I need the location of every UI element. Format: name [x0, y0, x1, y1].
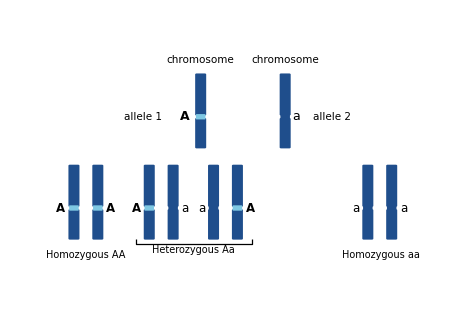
- FancyBboxPatch shape: [168, 209, 179, 240]
- FancyBboxPatch shape: [209, 205, 219, 211]
- FancyBboxPatch shape: [195, 73, 206, 116]
- Text: a: a: [292, 110, 300, 123]
- Text: Homozygous aa: Homozygous aa: [342, 250, 419, 260]
- FancyBboxPatch shape: [232, 165, 243, 207]
- FancyBboxPatch shape: [281, 114, 290, 119]
- FancyBboxPatch shape: [232, 209, 243, 240]
- FancyBboxPatch shape: [69, 205, 79, 211]
- FancyBboxPatch shape: [208, 209, 219, 240]
- FancyBboxPatch shape: [387, 205, 396, 211]
- FancyBboxPatch shape: [92, 165, 103, 207]
- Text: a: a: [198, 202, 205, 215]
- FancyBboxPatch shape: [92, 209, 103, 240]
- FancyBboxPatch shape: [144, 165, 155, 207]
- Text: a: a: [400, 202, 407, 215]
- FancyBboxPatch shape: [363, 205, 373, 211]
- Text: A: A: [132, 202, 141, 215]
- FancyBboxPatch shape: [195, 118, 206, 149]
- FancyBboxPatch shape: [145, 205, 154, 211]
- FancyBboxPatch shape: [280, 73, 291, 116]
- Text: Heterozygous Aa: Heterozygous Aa: [152, 246, 235, 255]
- Text: A: A: [246, 202, 255, 215]
- FancyBboxPatch shape: [386, 209, 397, 240]
- FancyBboxPatch shape: [386, 165, 397, 207]
- FancyBboxPatch shape: [280, 118, 291, 149]
- Text: chromosome: chromosome: [167, 55, 235, 65]
- Text: A: A: [56, 202, 65, 215]
- Text: allele 2: allele 2: [313, 112, 351, 122]
- FancyBboxPatch shape: [68, 209, 80, 240]
- FancyBboxPatch shape: [233, 205, 242, 211]
- FancyBboxPatch shape: [362, 209, 374, 240]
- Text: A: A: [180, 110, 190, 123]
- FancyBboxPatch shape: [196, 114, 205, 119]
- FancyBboxPatch shape: [168, 205, 178, 211]
- FancyBboxPatch shape: [68, 165, 80, 207]
- FancyBboxPatch shape: [208, 165, 219, 207]
- FancyBboxPatch shape: [362, 165, 374, 207]
- Text: Homozygous AA: Homozygous AA: [46, 250, 126, 260]
- Text: allele 1: allele 1: [124, 112, 162, 122]
- Text: A: A: [106, 202, 115, 215]
- Text: chromosome: chromosome: [251, 55, 319, 65]
- FancyBboxPatch shape: [93, 205, 102, 211]
- FancyBboxPatch shape: [144, 209, 155, 240]
- FancyBboxPatch shape: [168, 165, 179, 207]
- Text: a: a: [182, 202, 189, 215]
- Text: a: a: [352, 202, 359, 215]
